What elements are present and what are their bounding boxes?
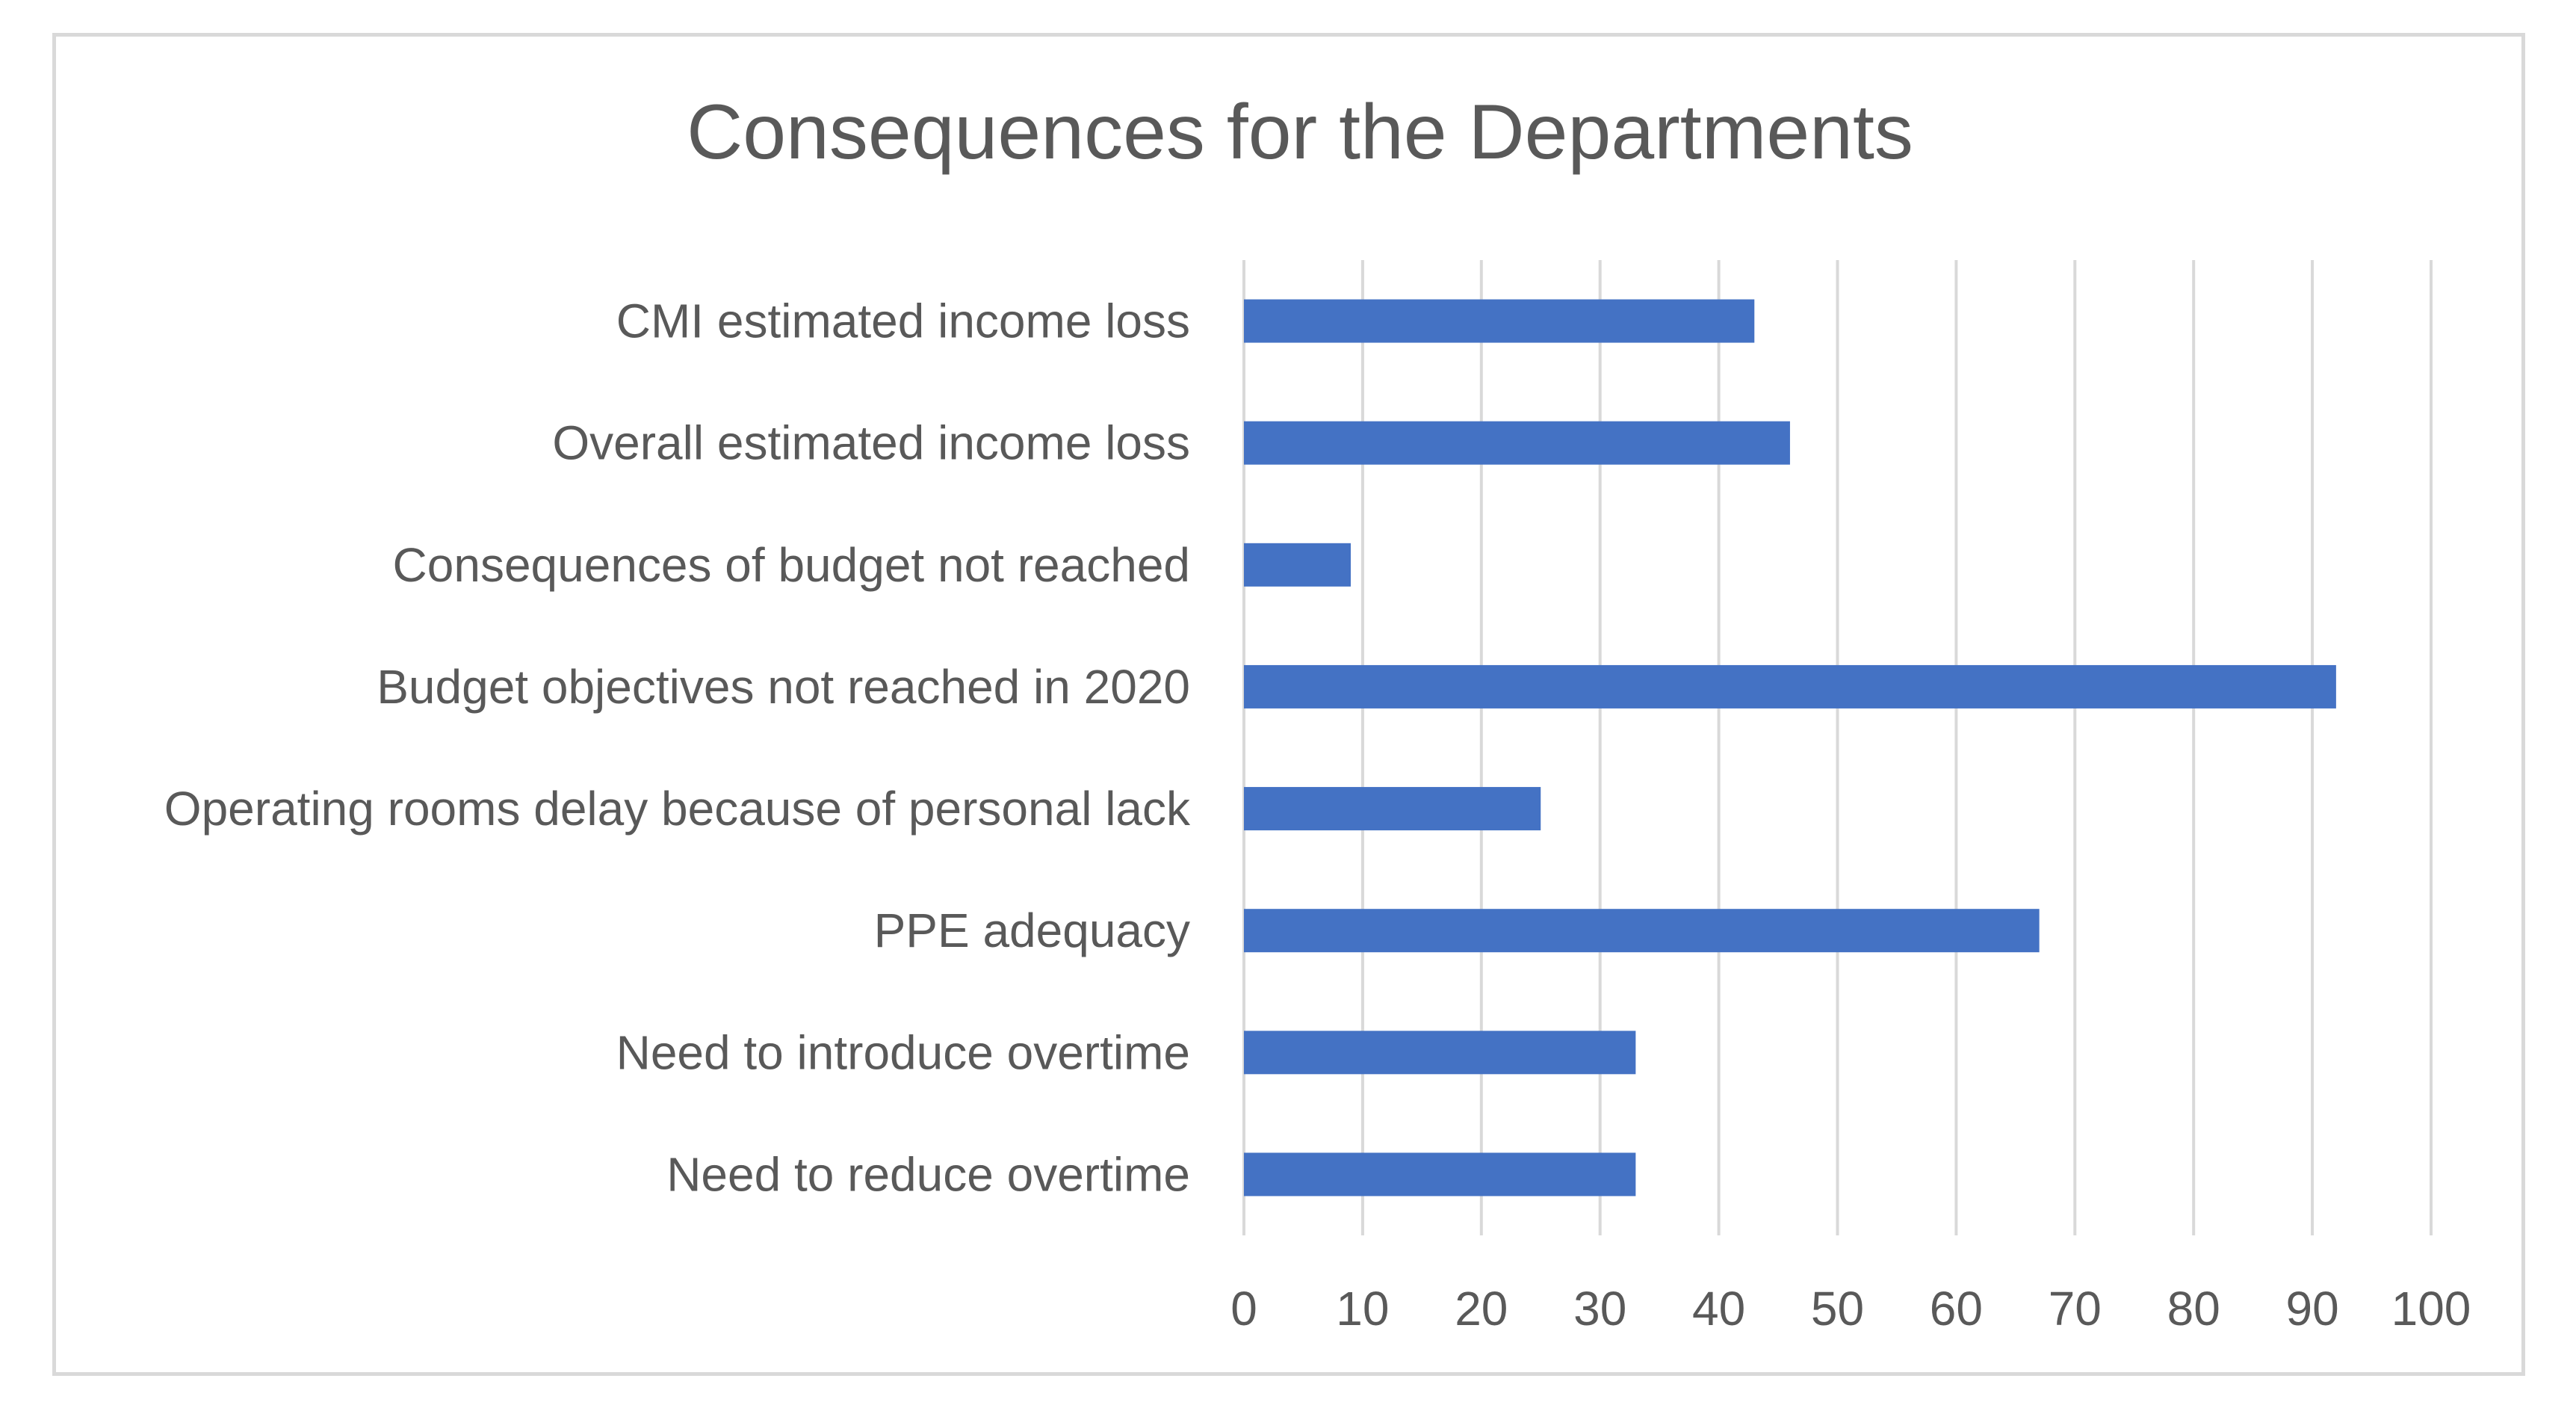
bar xyxy=(1244,421,1790,465)
x-tick-label: 20 xyxy=(1455,1282,1508,1336)
x-tick-labels: 0 10 20 30 40 50 60 70 80 90 100 xyxy=(1230,1282,2471,1336)
bar xyxy=(1244,1152,1636,1197)
chart-title: Consequences for the Departments xyxy=(687,89,1913,176)
bar xyxy=(1244,299,1755,343)
x-tick-label: 60 xyxy=(1930,1282,1983,1336)
category-label: Need to reduce overtime xyxy=(666,1147,1190,1201)
x-tick-label: 50 xyxy=(1811,1282,1864,1336)
category-label: PPE adequacy xyxy=(874,904,1190,957)
x-tick-label: 30 xyxy=(1573,1282,1626,1336)
x-tick-label: 70 xyxy=(2049,1282,2102,1336)
x-tick-label: 80 xyxy=(2167,1282,2220,1336)
gridlines xyxy=(1242,260,2433,1235)
bar xyxy=(1244,787,1541,831)
bar xyxy=(1244,1031,1636,1075)
x-tick-label: 10 xyxy=(1336,1282,1389,1336)
category-label: Need to introduce overtime xyxy=(616,1025,1190,1079)
category-label: Overall estimated income loss xyxy=(552,416,1190,470)
category-label: Consequences of budget not reached xyxy=(393,538,1190,592)
category-label: Budget objectives not reached in 2020 xyxy=(377,660,1190,714)
x-tick-label: 90 xyxy=(2286,1282,2339,1336)
bars xyxy=(1244,299,2336,1197)
category-label: Operating rooms delay because of persona… xyxy=(164,782,1191,836)
bar xyxy=(1244,909,2040,953)
category-label: CMI estimated income loss xyxy=(616,294,1190,348)
x-tick-label: 0 xyxy=(1230,1282,1257,1336)
bar xyxy=(1244,664,2336,708)
bar xyxy=(1244,543,1352,587)
x-tick-label: 100 xyxy=(2391,1282,2471,1336)
category-labels: CMI estimated income loss Overall estimat… xyxy=(164,294,1191,1202)
x-tick-label: 40 xyxy=(1692,1282,1745,1336)
